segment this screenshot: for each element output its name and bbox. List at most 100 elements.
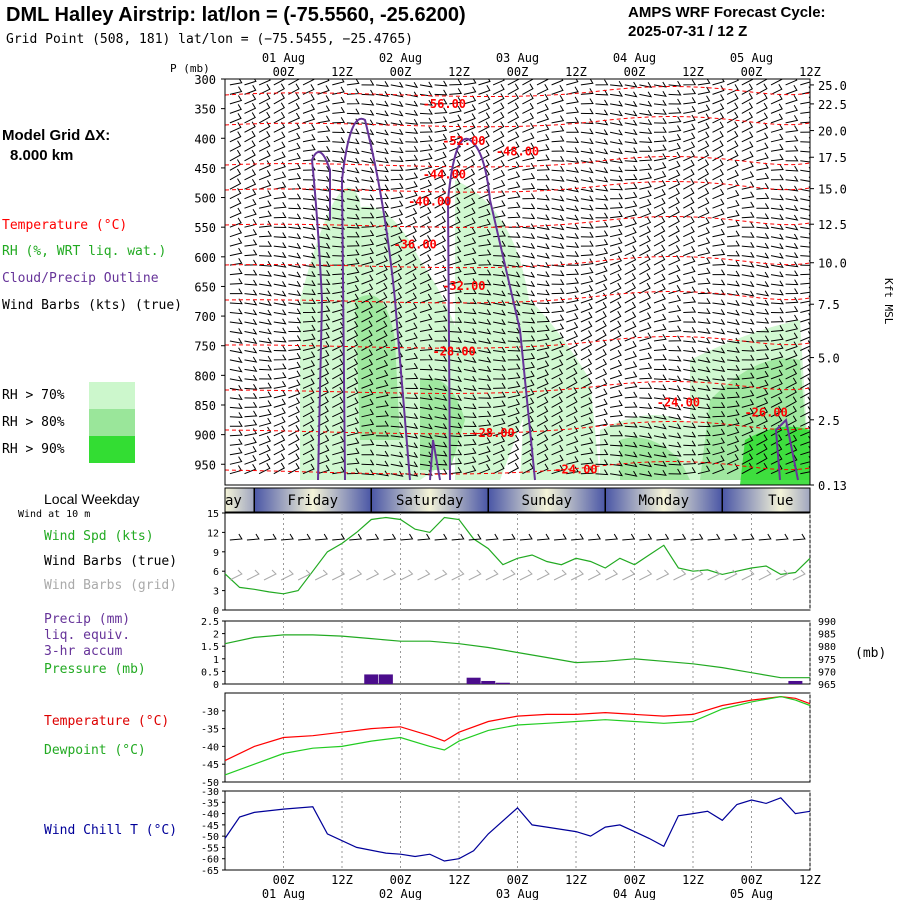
wind-barb [551,205,565,212]
wind-barb [478,299,492,306]
wind-barb [332,147,346,154]
wind-barb [595,239,609,247]
wind-barb [683,404,697,411]
wind-barb [492,111,505,124]
wind-barb [244,338,258,345]
wind-barb [522,83,534,95]
wind-barb [683,123,696,133]
wind-barb [375,359,389,370]
wind-barb [756,193,770,200]
wind-barb [332,436,345,446]
wind-barb [361,429,375,437]
wind-barb [595,449,609,456]
wind-barb [566,106,580,114]
pressure-axis-label: P (mb) [170,62,210,75]
surface-wind-barb [383,533,397,541]
wind-barb [683,376,697,383]
wind-barb [273,309,287,316]
wind-barb [551,396,563,408]
wind-barb [405,136,419,143]
wind-barb [566,304,579,313]
grid-wind-barb [536,569,550,581]
pressure-tick-label: 350 [194,103,216,117]
temperature-contour-label: -28.00 [432,345,475,359]
wind-barb [229,197,242,209]
wind-barb [741,327,755,334]
wind-barb [449,96,462,105]
wind-barb [756,406,769,418]
wind-barb [536,123,550,133]
wind-barb [653,117,667,124]
wind-barb [259,280,272,287]
wind-barb [449,150,461,162]
wind-barb [741,102,753,114]
pressure-tick-label: 900 [194,429,216,443]
pressure-line [224,634,810,679]
wind-barb [419,344,433,351]
wind-barb [434,441,448,448]
wind-barb [390,138,404,145]
wind-barb [332,377,344,389]
wind-barb [463,347,477,354]
wind-barb [273,444,286,456]
wind-barb [332,79,345,86]
wind-barb [273,434,286,446]
wind-barb [390,200,404,209]
wind-barb [375,264,388,276]
wind-barb [536,415,549,427]
grid-wind-barb [741,569,755,581]
wind-barb [595,349,607,361]
surface-wind-barb [622,533,636,541]
wind-barb [551,242,565,249]
wind-barb [390,301,403,313]
wind-barb [522,290,536,297]
wind-barb [800,96,810,105]
wind-barb [419,197,432,209]
model-grid: Model Grid ΔX: 8.000 km [2,126,110,166]
wind-barb [609,379,623,389]
wind-barb [390,401,404,408]
wind-barb [639,146,653,152]
wind-barb [726,79,739,86]
wind-barb [653,460,667,467]
legend-temperature-panel: Temperature (°C) [44,714,170,729]
grid-wind-barb [263,569,277,581]
wind-barb [317,175,331,182]
wind-barb [741,290,755,297]
legend-wind-barbs-grid: Wind Barbs (grid) [44,578,178,593]
wind-barb [361,157,375,164]
wind-barb [668,160,681,171]
wind-barb [639,172,653,181]
wind-barb [259,309,272,316]
wind-barb [361,283,374,295]
wind-barb [580,407,593,418]
wind-barb [405,244,417,257]
wind-barb [712,249,726,257]
wind-barb [244,229,258,238]
wind-barb [697,347,711,354]
wind-barb [595,79,609,86]
wind-barb [493,300,506,307]
wind-barb [756,271,770,278]
wind-barb [302,113,316,124]
wind-barb [258,463,271,475]
wind-barb [653,283,666,295]
wind-barb [683,236,696,247]
wind-barb [405,181,418,190]
wind-barb [610,166,623,173]
wind-barb [800,386,810,399]
wind-barb [580,108,594,115]
hour-label-bottom: 12Z [448,873,470,887]
wind-barb [566,268,580,276]
wind-barb [229,375,243,382]
wind-barb [727,391,740,399]
wind-barb [566,436,579,446]
wind-barb [785,270,799,277]
wind-barb [376,460,389,467]
wind-barb [580,320,593,332]
wind-barb [697,318,711,325]
wind-barb [346,231,360,238]
wind-barb [624,401,638,408]
wind-barb [668,295,682,304]
wind-barb [507,281,521,288]
